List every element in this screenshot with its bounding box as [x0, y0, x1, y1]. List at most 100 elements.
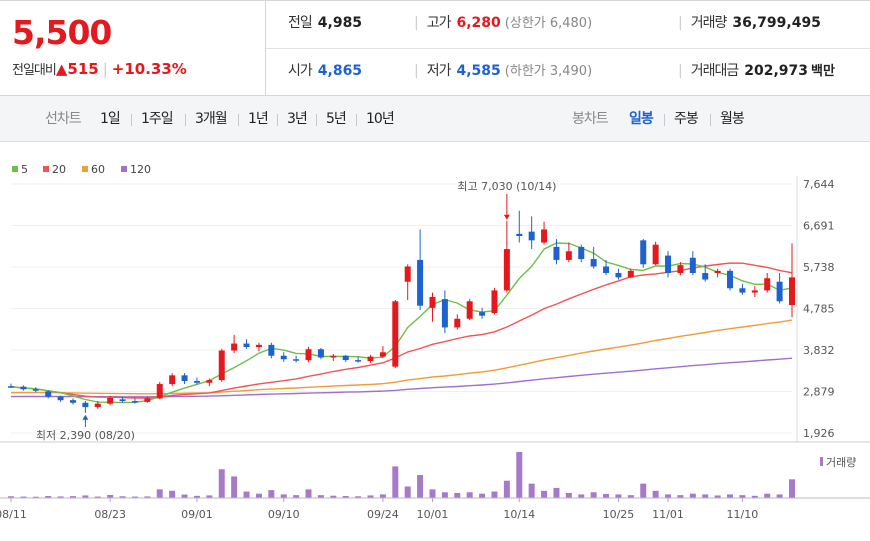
volume-bar: [776, 494, 783, 498]
candle-body: [789, 277, 795, 306]
volume-bar: [466, 492, 473, 498]
tab-1d[interactable]: 1일: [100, 111, 121, 127]
volume-bar: [20, 496, 27, 498]
volume-bar: [727, 494, 734, 498]
volume-bar: [479, 493, 486, 498]
tab-3y[interactable]: 3년: [287, 111, 308, 127]
x-tick-label: 11/10: [727, 508, 759, 521]
volume-label: 거래량: [690, 15, 728, 31]
volume-bar: [677, 495, 684, 498]
ma5-line: [10, 242, 793, 404]
divider: |: [414, 15, 419, 31]
volume-bar: [243, 491, 250, 498]
volume-bar: [541, 490, 548, 498]
grid: [11, 183, 792, 434]
candle-body: [603, 266, 610, 274]
y-tick-label: 7,644: [803, 178, 835, 191]
candle-body: [565, 251, 572, 260]
candle-body: [330, 355, 337, 358]
candle-body: [94, 403, 101, 408]
volume-bar: [603, 493, 610, 498]
divider: [185, 114, 186, 126]
divider: [316, 114, 317, 126]
chart-tab-bar: 선차트 1일 1주일 3개월 1년 3년 5년 10년 봉차트 일봉 주봉 월봉: [0, 96, 870, 142]
volume-bar: [69, 496, 76, 498]
x-tick-label: 09/01: [181, 508, 213, 521]
y-tick-label: 4,785: [803, 303, 835, 316]
volume-bar: [491, 491, 498, 498]
stats-table: 전일 4,985 | 고가 6,280 (상한가 6,480) | 거래량 36,799,4…: [266, 1, 870, 96]
change-row: 전일대비▲515 | +10.33%: [12, 59, 187, 78]
divider: [131, 114, 132, 126]
high-arrowhead-icon: [503, 214, 510, 220]
tab-weekly[interactable]: 주봉: [674, 111, 699, 127]
divider: [238, 114, 239, 126]
volume-bar: [131, 496, 138, 498]
legend-swatch: [43, 166, 49, 172]
candle-body: [751, 290, 758, 293]
volume-bar: [590, 492, 597, 498]
tab-10y[interactable]: 10년: [366, 111, 395, 127]
volume-bar: [280, 494, 287, 498]
volume-bar: [714, 495, 721, 498]
price-box: 5,500 전일대비▲515 | +10.33%: [0, 1, 266, 96]
divider: [664, 114, 665, 126]
volume-bar: [57, 496, 64, 498]
tab-5y[interactable]: 5년: [326, 111, 347, 127]
volume-bars: 거래량: [8, 452, 856, 498]
low-arrowhead-icon: [82, 414, 89, 420]
candle-body: [45, 391, 52, 397]
prev-close-label: 전일: [288, 15, 313, 31]
tab-1y[interactable]: 1년: [248, 111, 269, 127]
volume-bar: [404, 486, 411, 498]
candle-body: [268, 344, 275, 356]
volume-bar: [739, 495, 746, 498]
volume-bar: [268, 490, 275, 498]
legend-label: 5: [21, 163, 28, 176]
candle-body: [404, 266, 411, 282]
volume-bar: [32, 496, 39, 498]
annotations: 최고 7,030 (10/14) 최저 2,390 (08/20): [36, 180, 557, 442]
candle-body: [367, 356, 374, 361]
amount-unit: 백만: [811, 64, 835, 79]
candle-body: [342, 355, 349, 361]
divider: [277, 114, 278, 126]
tab-monthly[interactable]: 월봉: [720, 111, 745, 127]
candle-body: [243, 343, 250, 348]
candle-body: [727, 270, 734, 289]
candle-body: [714, 270, 721, 274]
candles: [8, 210, 795, 413]
tab-daily[interactable]: 일봉: [629, 111, 654, 127]
volume-bar: [317, 495, 324, 498]
volume-bar: [553, 487, 560, 498]
tab-1w[interactable]: 1주일: [141, 111, 174, 127]
up-arrow-icon: ▲: [55, 60, 68, 78]
candle-body: [615, 273, 622, 278]
volume-bar: [417, 475, 424, 498]
candle-body: [528, 231, 535, 241]
volume-bar: [751, 495, 758, 498]
candle-body: [739, 288, 746, 293]
volume-bar: [503, 480, 510, 498]
volume-bar: [119, 496, 126, 498]
volume-bar: [702, 494, 709, 498]
low-value: 4,585: [456, 63, 501, 79]
volume-bar: [156, 489, 163, 498]
candle-body: [57, 396, 64, 401]
candle-body: [466, 301, 473, 319]
current-price: 5,500: [12, 13, 112, 52]
amount-label: 거래대금: [690, 63, 740, 79]
ma60-line: [10, 319, 793, 395]
open-value: 4,865: [317, 63, 363, 79]
volume-value: 36,799,495: [732, 15, 821, 31]
candle-body: [131, 401, 138, 403]
candle-body: [82, 402, 89, 408]
tab-3m[interactable]: 3개월: [195, 111, 228, 127]
candle-body: [392, 301, 399, 367]
candle-body: [231, 343, 238, 351]
candle-body: [764, 278, 771, 291]
legend-label: 60: [91, 163, 105, 176]
stats-row-2: 시가 4,865 | 저가 4,585 (하한가 3,490) | 거래대금 202,973…: [266, 49, 870, 96]
volume-bar: [627, 495, 634, 498]
